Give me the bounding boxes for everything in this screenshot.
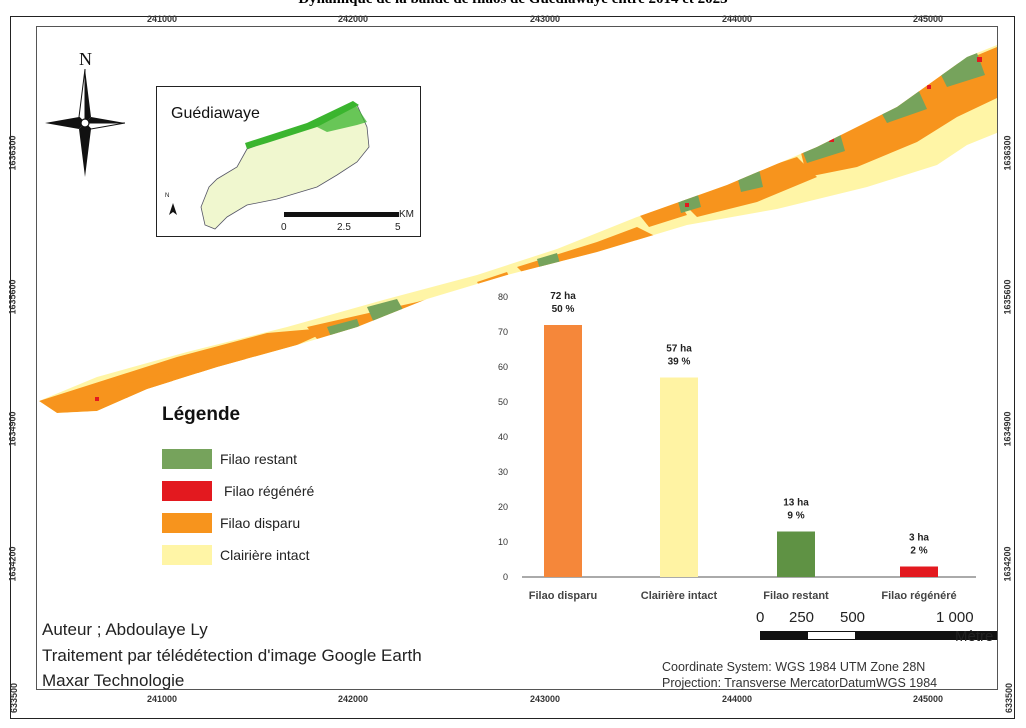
x-tick-top-1: 241000 (147, 14, 178, 24)
y-tick-left-1: 1636300 (7, 135, 18, 171)
y-tick-label: 70 (498, 327, 508, 337)
compass-rose-icon (45, 68, 125, 177)
legend-swatch (162, 449, 212, 469)
x-tick-bottom-5: 245000 (913, 694, 944, 704)
y-tick-right-1: 1636300 (1002, 135, 1013, 171)
inset-scale-5: 5 (395, 222, 401, 233)
y-tick-label: 80 (498, 292, 508, 302)
inset-forest (245, 101, 359, 149)
bar-percent-label: 39 % (668, 357, 691, 368)
category-label: Filao régénéré (881, 590, 956, 602)
scale-label-1000: 1 000 (936, 609, 974, 626)
bar-percent-label: 2 % (910, 546, 927, 557)
legend-label: Clairière intact (220, 547, 310, 563)
category-label: Clairière intact (641, 590, 718, 602)
scale-bar-segment (808, 632, 855, 639)
inset-scale-0: 0 (281, 222, 287, 233)
x-tick-top-5: 245000 (913, 14, 944, 24)
inset-north-icon: N (165, 193, 170, 199)
area-bar-chart: 0 10 20 30 40 50 60 70 80 72 ha 50 % Filao disparu 5… (484, 286, 984, 608)
bar-1 (660, 377, 698, 577)
category-label: Filao restant (763, 590, 829, 602)
processing-credit: Traitement par télédétection d'image Goo… (42, 646, 422, 665)
scale-label-500: 500 (840, 609, 866, 626)
north-label: N (79, 49, 92, 69)
legend-swatch (162, 513, 212, 533)
coordinate-system: Coordinate System: WGS 1984 UTM Zone 28N (662, 660, 926, 674)
y-tick-corner-left: 633500 (9, 682, 20, 714)
legend-label: Filao régénéré (224, 483, 315, 499)
author-credit: Auteur ; Abdoulaye Ly (42, 620, 208, 639)
legend-swatch (162, 545, 212, 565)
x-tick-top-2: 242000 (338, 14, 369, 24)
legend-swatch (162, 481, 212, 501)
y-tick-label: 30 (498, 467, 508, 477)
north-arrow: N (37, 27, 125, 177)
legend-title: Légende (162, 404, 241, 425)
inset-map: Guédiawaye N KM 0 2.5 5 (156, 86, 421, 237)
y-tick-left-2: 1635600 (7, 279, 18, 315)
legend-label: Filao disparu (220, 515, 301, 531)
scale-label-250: 250 (789, 609, 815, 626)
inset-svg (169, 101, 370, 230)
y-tick-right-3: 1634900 (1002, 411, 1013, 447)
inset-place-label: Guédiawaye (171, 105, 260, 122)
inset-scale-bar (284, 212, 399, 217)
bar-3 (900, 566, 938, 577)
bar-0 (544, 325, 582, 577)
bar-percent-label: 9 % (787, 511, 804, 522)
projection: Projection: Transverse MercatorDatumWGS … (662, 676, 938, 690)
x-tick-top-4: 244000 (722, 14, 753, 24)
category-label: Filao disparu (529, 590, 597, 602)
y-tick-label: 0 (503, 572, 508, 582)
y-tick-label: 50 (498, 397, 508, 407)
legend-label: Filao restant (220, 451, 298, 467)
y-tick-corner-right: 633500 (1004, 682, 1015, 714)
y-tick-right-4: 1634200 (1002, 546, 1013, 582)
y-tick-left-4: 1634200 (7, 546, 18, 582)
scale-unit: Mètre (955, 628, 994, 645)
x-tick-bottom-4: 244000 (722, 694, 753, 704)
study-area-svg (39, 45, 997, 413)
scale-bar (760, 631, 997, 640)
y-tick-label: 60 (498, 362, 508, 372)
map-frame (10, 16, 1015, 719)
y-tick-right-2: 1635600 (1002, 279, 1013, 315)
bar-2 (777, 531, 815, 577)
bar-value-label: 3 ha (909, 533, 929, 544)
imagery-credit: Maxar Technologie (42, 671, 185, 690)
map-title: Dynamique de la bande de filaos de Guédi… (0, 0, 1026, 8)
x-tick-bottom-3: 243000 (530, 694, 561, 704)
x-tick-top-3: 243000 (530, 14, 561, 24)
scale-label-0: 0 (756, 609, 765, 626)
chart-svg: 0 10 20 30 40 50 60 70 80 72 ha 50 % Filao disparu 5… (498, 291, 976, 602)
y-tick-label: 10 (498, 537, 508, 547)
inset-scale-25: 2.5 (337, 222, 351, 233)
bar-value-label: 57 ha (666, 344, 692, 355)
x-tick-bottom-1: 241000 (147, 694, 178, 704)
bar-value-label: 13 ha (783, 498, 809, 509)
bar-value-label: 72 ha (550, 291, 576, 302)
inset-scale-unit: KM (399, 209, 414, 220)
bar-percent-label: 50 % (552, 304, 575, 315)
y-tick-label: 20 (498, 502, 508, 512)
y-tick-label: 40 (498, 432, 508, 442)
x-tick-bottom-2: 242000 (338, 694, 369, 704)
y-tick-left-3: 1634900 (7, 411, 18, 447)
